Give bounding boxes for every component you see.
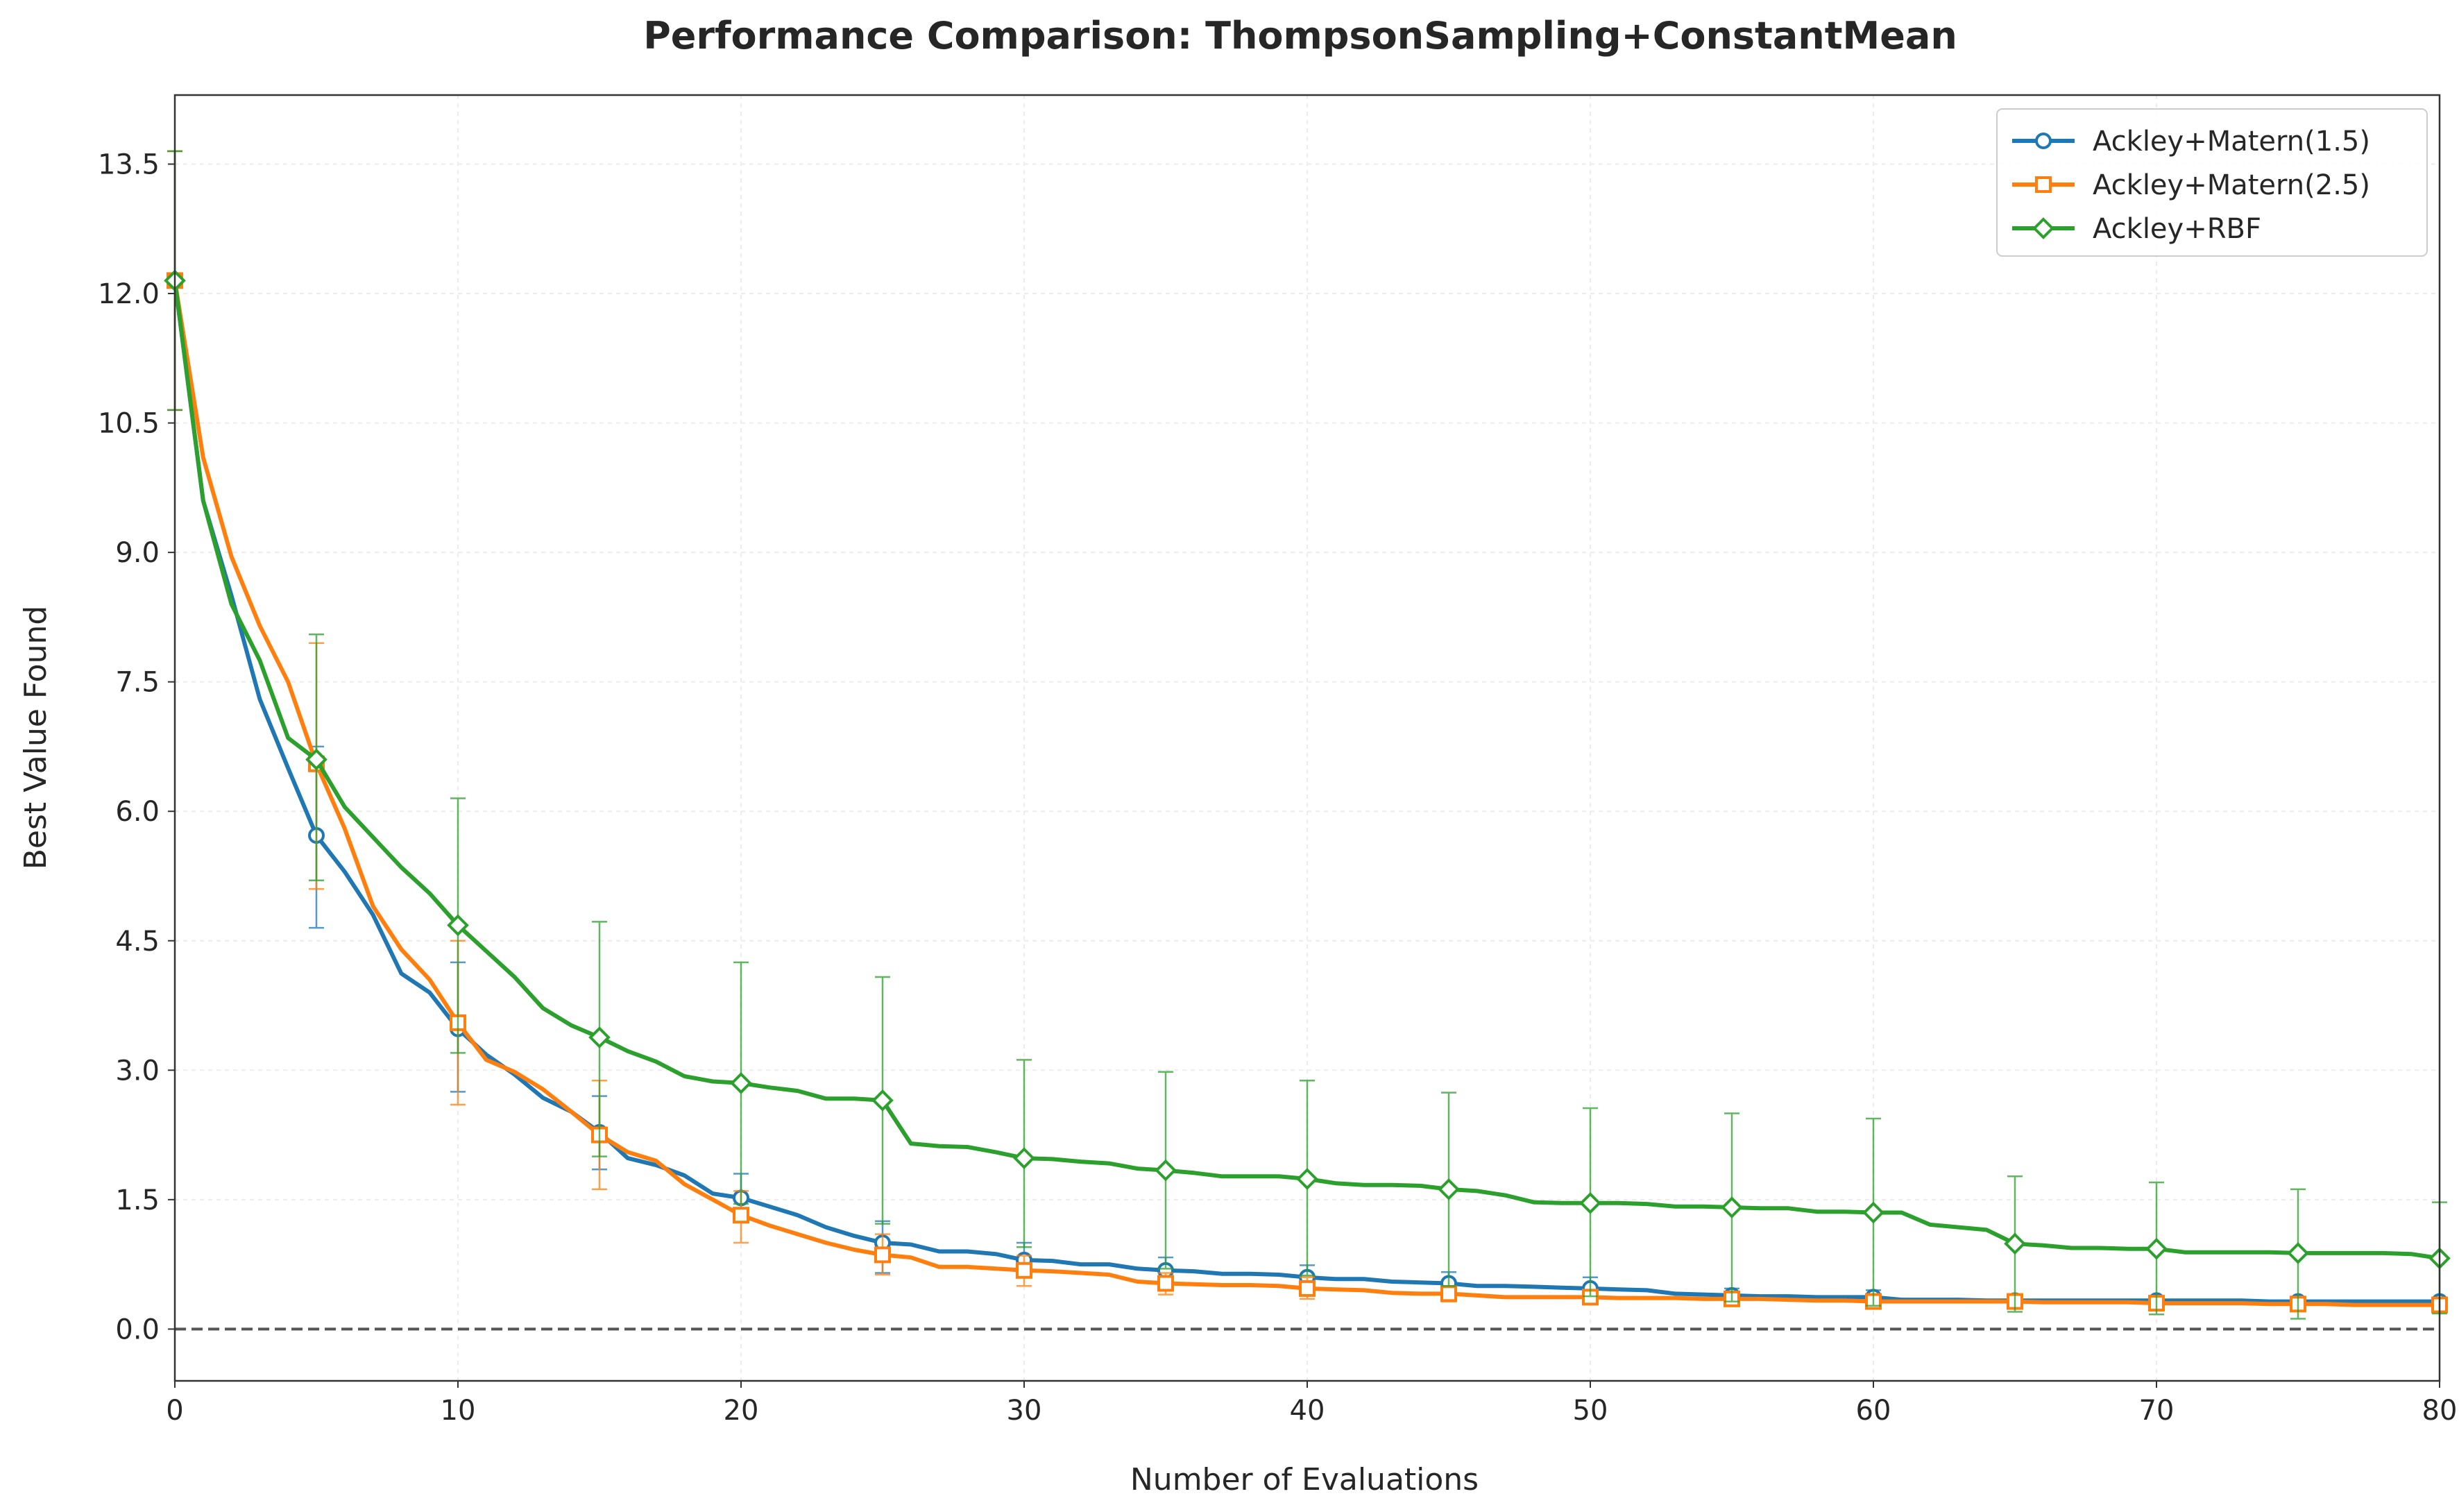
series-3-marker	[1013, 1147, 1035, 1169]
series-3-marker	[1438, 1178, 1460, 1200]
y-tick-label: 9.0	[115, 537, 160, 569]
x-tick-label: 70	[2139, 1395, 2175, 1427]
y-tick-label: 0.0	[115, 1314, 160, 1345]
legend-label: Ackley+Matern(1.5)	[2093, 126, 2370, 158]
y-tick-label: 3.0	[115, 1055, 160, 1087]
series-3-marker	[1862, 1201, 1884, 1224]
x-axis-label: Number of Evaluations	[1130, 1462, 1479, 1497]
x-tick-label: 30	[1007, 1395, 1042, 1427]
legend: Ackley+Matern(1.5) Ackley+Matern(2.5) Ackl…	[1996, 108, 2428, 257]
legend-label: Ackley+RBF	[2093, 213, 2261, 245]
series-2-marker	[1299, 1280, 1316, 1297]
y-tick-label: 4.5	[115, 926, 160, 958]
chart-title: Performance Comparison: ThompsonSampling…	[643, 14, 1957, 58]
series-3-marker	[730, 1072, 752, 1094]
legend-marker	[2032, 217, 2054, 239]
y-axis: 0.0 1.5 3.0 4.5 6.0 7.5 9.0 10.5 12.0 13.5	[98, 148, 175, 1345]
series-2-marker	[874, 1246, 891, 1264]
series-3-marker	[1579, 1191, 1601, 1214]
x-axis: 0 10 20 30 40 50 60 70 80	[166, 1381, 2457, 1427]
series-3-marker	[2145, 1237, 2168, 1260]
series-2-marker	[1440, 1285, 1457, 1302]
y-tick-label: 7.5	[115, 667, 160, 699]
series-3-marker	[1155, 1159, 1177, 1182]
series-layer	[164, 150, 2451, 1320]
series-3-marker	[1296, 1168, 1318, 1190]
series-3-marker	[588, 1026, 611, 1048]
series-3-marker	[447, 914, 469, 937]
legend-marker	[2035, 176, 2052, 193]
x-tick-label: 40	[1290, 1395, 1325, 1427]
y-tick-label: 12.0	[98, 278, 160, 310]
series-3-marker	[2004, 1232, 2026, 1255]
plot-area	[164, 94, 2451, 1382]
y-tick-label: 13.5	[98, 148, 160, 180]
legend-box	[1996, 108, 2428, 257]
legend-marker	[2035, 133, 2052, 149]
series-2-marker	[1157, 1275, 1174, 1292]
x-tick-label: 10	[441, 1395, 476, 1427]
x-tick-label: 50	[1573, 1395, 1608, 1427]
y-tick-label: 10.5	[98, 408, 160, 440]
series-2-marker	[1016, 1262, 1032, 1279]
x-tick-label: 80	[2422, 1395, 2458, 1427]
y-axis-label: Best Value Found	[18, 606, 53, 870]
y-tick-label: 6.0	[115, 796, 160, 828]
series-3-marker	[2287, 1242, 2309, 1264]
legend-label: Ackley+Matern(2.5)	[2093, 169, 2370, 201]
x-tick-label: 20	[724, 1395, 759, 1427]
series-3-marker	[1721, 1196, 1743, 1218]
series-3	[164, 150, 2451, 1320]
x-tick-label: 60	[1856, 1395, 1891, 1427]
series-2-marker	[733, 1207, 749, 1224]
x-tick-label: 0	[166, 1395, 183, 1427]
series-3-marker	[305, 748, 327, 771]
series-3-marker	[871, 1089, 894, 1112]
y-tick-label: 1.5	[115, 1184, 160, 1216]
